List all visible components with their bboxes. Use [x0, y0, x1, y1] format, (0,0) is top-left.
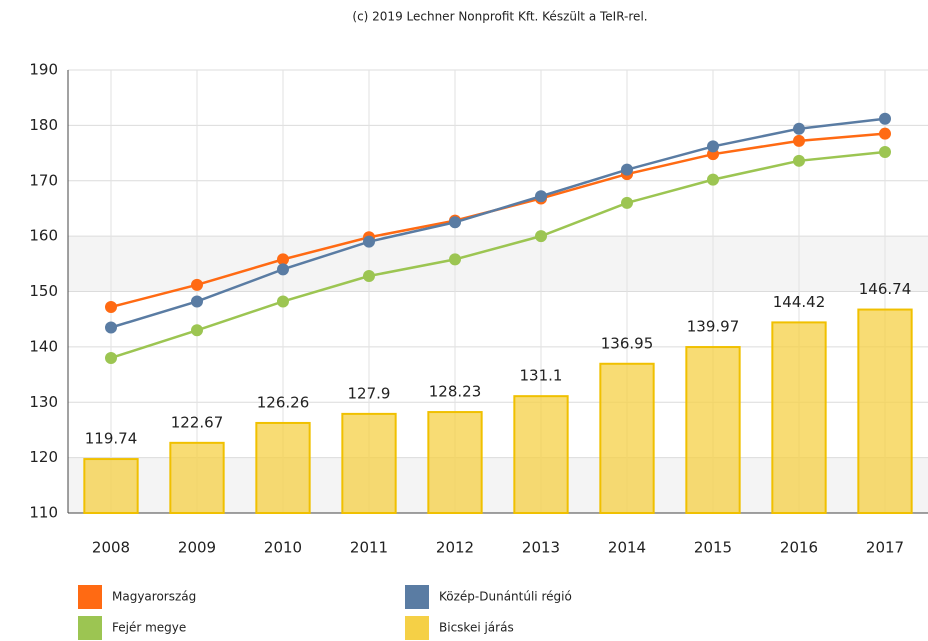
- legend-swatch: [405, 616, 429, 640]
- y-tick-label: 170: [29, 171, 58, 189]
- point: [879, 112, 891, 125]
- x-tick-label: 2009: [178, 539, 216, 557]
- y-tick-label: 140: [29, 337, 58, 355]
- bar: [341, 412, 397, 514]
- y-tick-label: 180: [29, 116, 58, 134]
- point: [191, 278, 203, 291]
- y-tick-label: 190: [29, 61, 58, 79]
- point: [621, 196, 633, 209]
- bar: [169, 441, 225, 514]
- point: [105, 301, 117, 314]
- legend-swatch: [78, 616, 102, 640]
- x-tick-label: 2010: [264, 539, 302, 557]
- x-tick-label: 2008: [92, 539, 130, 557]
- point: [449, 216, 461, 229]
- x-tick-label: 2017: [866, 539, 904, 557]
- bar: [685, 346, 741, 515]
- data-label: 144.42: [773, 293, 826, 311]
- data-label: 131.1: [520, 367, 563, 385]
- point: [449, 253, 461, 266]
- y-tick-label: 160: [29, 227, 58, 245]
- bar: [427, 411, 483, 514]
- bar: [599, 362, 655, 514]
- line: [110, 117, 886, 329]
- point: [277, 253, 289, 266]
- x-tick-label: 2014: [608, 539, 646, 557]
- point: [879, 145, 891, 158]
- data-label: 119.74: [85, 430, 138, 448]
- grid-band: [68, 236, 928, 292]
- data-label: 126.26: [257, 393, 310, 411]
- point: [363, 269, 375, 282]
- point: [879, 127, 891, 140]
- point: [191, 324, 203, 337]
- point: [621, 163, 633, 176]
- legend-swatch: [405, 585, 429, 609]
- point: [535, 190, 547, 203]
- bar: [771, 321, 827, 515]
- y-tick-label: 110: [29, 504, 58, 522]
- bar: [513, 395, 569, 514]
- x-tick-label: 2012: [436, 539, 474, 557]
- point: [363, 235, 375, 248]
- x-tick-label: 2013: [522, 539, 560, 557]
- data-label: 146.74: [859, 280, 912, 298]
- data-label: 127.9: [348, 384, 391, 402]
- legend-label: Közép-Dunántúli régió: [439, 590, 572, 604]
- y-tick-label: 130: [29, 393, 58, 411]
- point: [105, 351, 117, 364]
- point: [793, 134, 805, 147]
- x-tick-label: 2016: [780, 539, 818, 557]
- bar: [857, 308, 913, 514]
- x-tick-label: 2011: [350, 539, 388, 557]
- data-label: 122.67: [171, 413, 224, 431]
- point: [793, 154, 805, 167]
- bar: [255, 421, 311, 514]
- point: [793, 122, 805, 135]
- point: [191, 295, 203, 308]
- point: [277, 295, 289, 308]
- point: [277, 263, 289, 276]
- chart-title: (c) 2019 Lechner Nonprofit Kft. Készült …: [352, 10, 647, 24]
- legend-label: Fejér megye: [112, 621, 186, 635]
- point: [105, 321, 117, 334]
- y-tick-label: 120: [29, 448, 58, 466]
- legend-label: Magyarország: [112, 590, 196, 604]
- data-label: 136.95: [601, 334, 654, 352]
- legend-swatch: [78, 585, 102, 609]
- y-tick-label: 150: [29, 282, 58, 300]
- data-label: 128.23: [429, 383, 482, 401]
- line: [110, 150, 886, 360]
- point: [535, 230, 547, 243]
- bar: [83, 458, 139, 515]
- point: [707, 140, 719, 153]
- point: [707, 173, 719, 186]
- data-label: 139.97: [687, 318, 740, 336]
- x-tick-label: 2015: [694, 539, 732, 557]
- legend-label: Bicskei járás: [439, 621, 514, 635]
